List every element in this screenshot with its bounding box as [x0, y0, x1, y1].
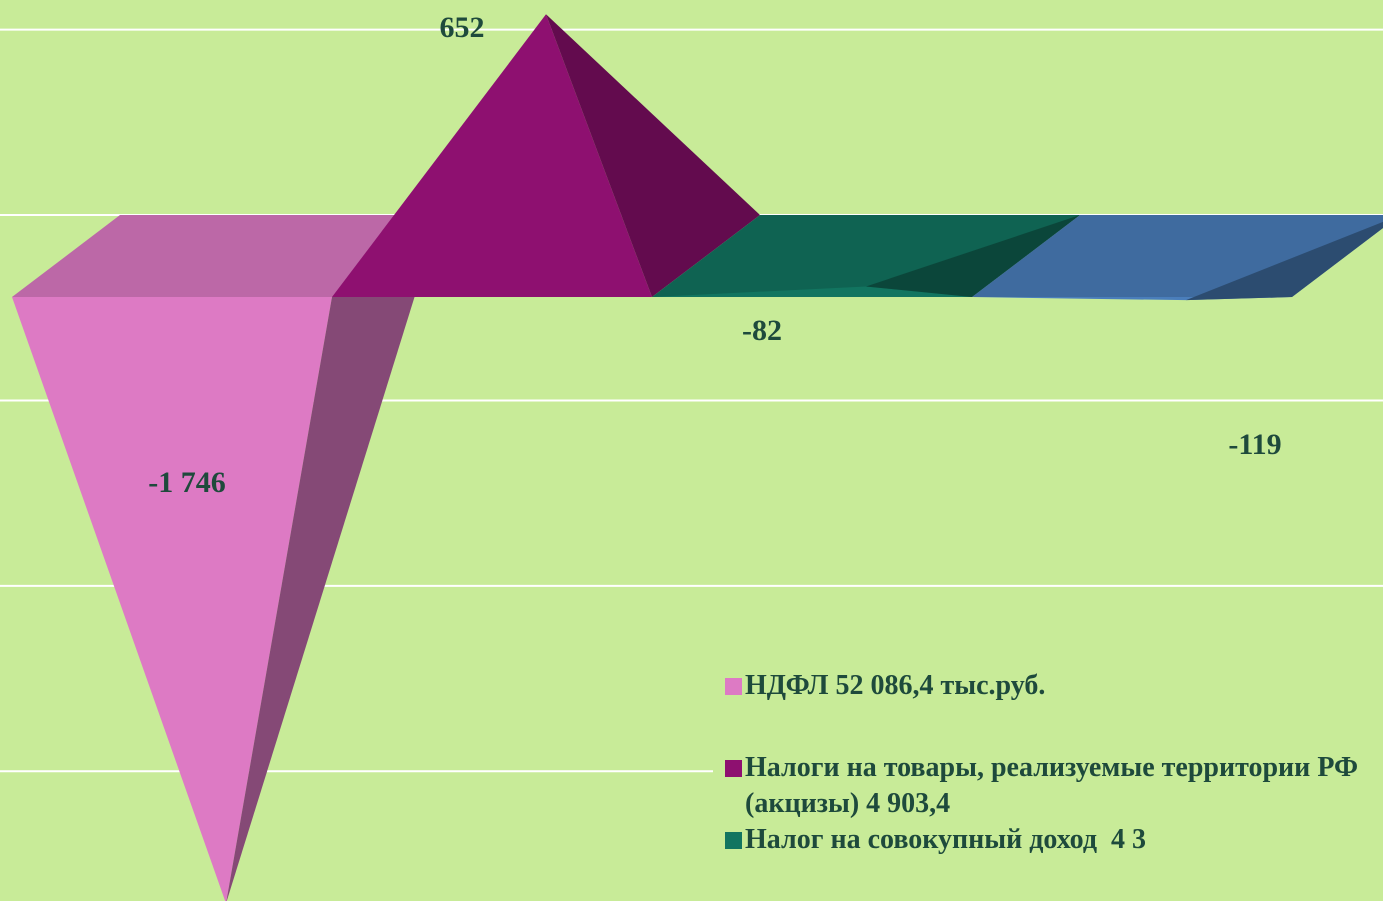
data-label: -1 746 — [148, 466, 226, 499]
legend-label: НДФЛ 52 086,4 тыс.руб. — [745, 670, 1046, 701]
legend-label: Налог на совокупный доход 4 3 — [745, 824, 1146, 855]
legend-swatch — [725, 678, 742, 695]
pyramid — [652, 215, 1080, 298]
pyramid-side — [1186, 221, 1383, 301]
pyramid — [12, 215, 440, 901]
pyramid-front — [332, 14, 652, 298]
pyramid — [332, 14, 760, 298]
pyramid-base — [12, 215, 440, 298]
pyramid-side — [546, 14, 760, 298]
pyramid-side — [226, 215, 440, 901]
legend-swatch — [725, 760, 742, 777]
legend-swatch — [725, 832, 742, 849]
pyramid — [972, 215, 1383, 301]
pyramid-front — [652, 286, 972, 298]
legend: НДФЛ 52 086,4 тыс.руб. Налоги на товары, … — [713, 650, 1383, 901]
pyramid-front — [12, 297, 332, 901]
data-label: 652 — [440, 11, 485, 44]
pyramid-side — [866, 215, 1080, 298]
data-label: -119 — [1228, 428, 1281, 461]
legend-label: Налоги на товары, реализуемые территории… — [745, 752, 1358, 819]
data-label: -82 — [742, 314, 782, 347]
